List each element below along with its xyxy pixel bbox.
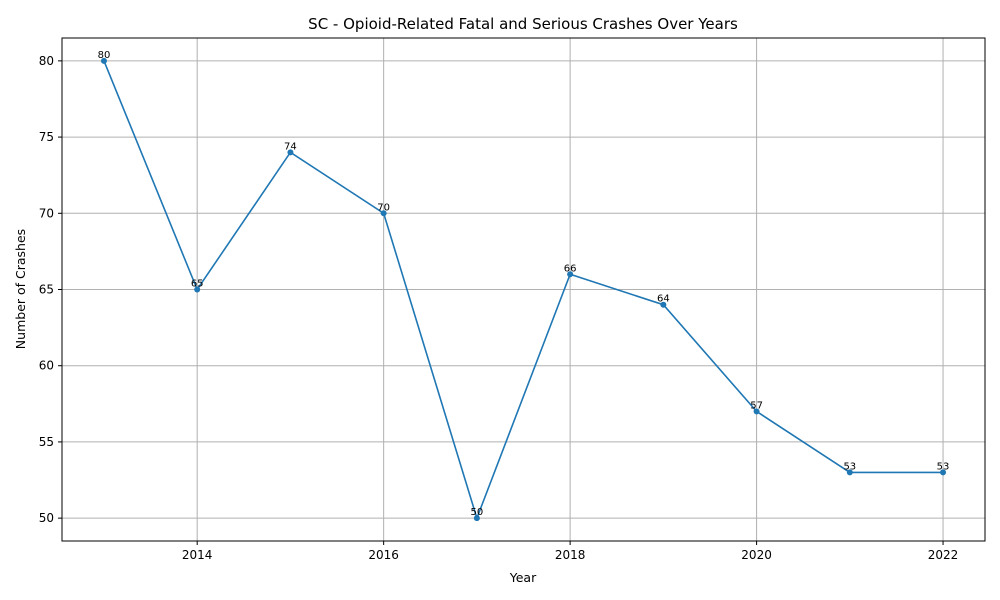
data-point	[287, 149, 294, 156]
data-point	[940, 469, 947, 476]
data-points	[100, 57, 947, 522]
x-axis-label: Year	[509, 570, 537, 585]
y-tick-label: 55	[39, 435, 54, 449]
y-tick-label: 50	[39, 511, 54, 525]
data-label: 70	[377, 202, 390, 213]
series-line-layer	[103, 60, 944, 521]
data-point	[194, 286, 201, 293]
data-label: 53	[937, 461, 950, 472]
y-axis-label: Number of Crashes	[13, 229, 28, 349]
x-tick-label: 2014	[182, 548, 213, 562]
chart-title: SC - Opioid-Related Fatal and Serious Cr…	[308, 15, 738, 33]
series-line	[103, 60, 944, 521]
data-label: 53	[843, 461, 856, 472]
y-tick-label: 65	[39, 283, 54, 297]
data-label: 80	[98, 50, 111, 61]
data-point	[380, 210, 387, 217]
y-tick-label: 60	[39, 359, 54, 373]
data-point	[567, 271, 574, 278]
y-axis-ticks: 50 55 60 65 70 75 80	[39, 54, 62, 525]
data-label: 57	[750, 400, 763, 411]
data-point	[100, 57, 107, 64]
data-labels: 80 65 74 70 50 66 64 57 53 53	[98, 50, 950, 518]
data-label: 66	[564, 263, 577, 274]
x-tick-label: 2022	[928, 548, 959, 562]
data-point	[473, 515, 480, 522]
x-tick-label: 2018	[555, 548, 586, 562]
x-axis-ticks: 2014 2016 2018 2020 2022	[182, 541, 958, 562]
x-tick-label: 2020	[741, 548, 772, 562]
y-tick-label: 70	[39, 206, 54, 220]
y-tick-label: 75	[39, 130, 54, 144]
data-point	[660, 301, 667, 308]
data-label: 64	[657, 294, 670, 305]
data-label: 74	[284, 141, 297, 152]
grid-lines	[62, 38, 985, 541]
y-tick-label: 80	[39, 54, 54, 68]
data-label: 65	[191, 279, 204, 290]
data-label: 50	[471, 507, 484, 518]
x-tick-label: 2016	[368, 548, 399, 562]
data-point	[846, 469, 853, 476]
data-point	[753, 408, 760, 415]
